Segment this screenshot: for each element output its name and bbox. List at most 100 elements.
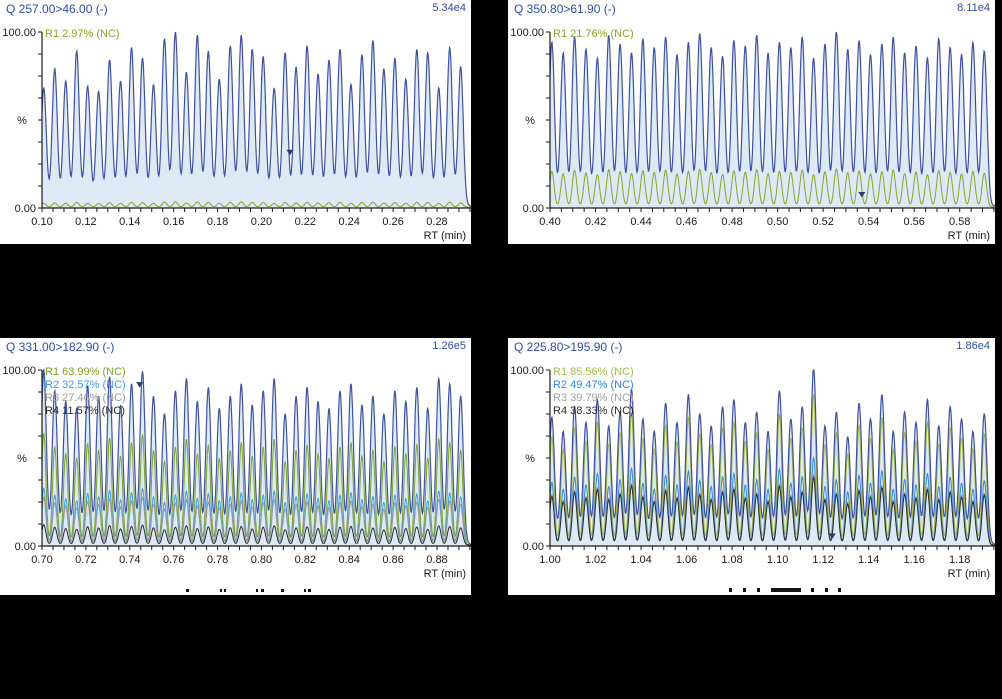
cropped-caption-fragment [224,589,226,592]
peak-marker-icon [828,533,836,539]
x-tick-label: 1.02 [585,554,606,566]
x-tick-label: 0.58 [949,216,970,228]
x-tick-label: 0.28 [426,216,447,228]
cropped-caption-fragment [256,589,258,592]
y-axis-label: % [525,115,535,127]
y-axis-label: % [525,453,535,465]
x-tick-label: 0.54 [858,216,879,228]
chromatogram-plot: 0.10 0.12 0.14 0.16 0.18 0.20 0.22 0.24 0.26 0.28… [2,27,471,242]
x-tick-label: 0.42 [585,216,606,228]
x-tick-label: 0.50 [767,216,788,228]
ratio-legend: R1 63.99% (NC) R2 32.57% (NC) R3 27.46% (N… [45,366,126,418]
cropped-caption-fragment [743,588,746,592]
x-tick-label: 0.48 [721,216,742,228]
cropped-caption-fragment [304,589,306,592]
legend-entry: R3 39.79% (NC) [553,392,634,404]
x-tick-label: 0.44 [630,216,651,228]
y-max-label: 100.00 [2,365,36,377]
ratio-legend: R1 21.76% (NC) [553,28,634,41]
intensity-scale: 1.86e4 [956,340,990,352]
x-axis-label: RT (min) [424,568,466,580]
legend-entry: R1 63.99% (NC) [45,366,126,378]
x-tick-label: 0.24 [339,216,360,228]
transition-label: Q 225.80>195.90 (-) [514,340,623,354]
chromatogram-panel-2: Q 350.80>61.90 (-) 8.11e4 0.40 0.42 0.44 0.… [508,0,995,244]
x-tick-label: 0.76 [163,554,184,566]
transition-label: Q 257.00>46.00 (-) [6,2,108,16]
ratio-legend: R1 85.56% (NC) R2 49.47% (NC) R3 39.79% (N… [553,366,634,418]
y-min-label: 0.00 [523,203,544,215]
x-tick-label: 0.84 [339,554,360,566]
cropped-caption-fragment [811,588,814,592]
y-axis-label: % [17,115,27,127]
y-min-label: 0.00 [523,541,544,553]
intensity-scale: 5.34e4 [432,2,466,14]
peak-marker-icon [858,191,866,198]
x-axis-label: RT (min) [424,230,466,242]
peak-marker-icon [286,149,294,156]
x-tick-label: 0.56 [903,216,924,228]
x-tick-label: 0.20 [251,216,272,228]
legend-entry: R2 49.47% (NC) [553,379,634,391]
legend-entry: R2 32.57% (NC) [45,379,126,391]
x-tick-label: 1.04 [630,554,651,566]
x-axis-label: RT (min) [948,568,990,580]
legend-entry: R1 85.56% (NC) [553,366,634,378]
chromatogram-plot: 0.40 0.42 0.44 0.46 0.48 0.50 0.52 0.54 0.56 0.58… [510,27,995,242]
ratio-legend: R1 2.97% (NC) [45,28,120,41]
transition-label: Q 350.80>61.90 (-) [514,2,616,16]
y-max-label: 100.00 [510,27,544,39]
cropped-caption-fragment [757,588,760,592]
x-tick-label: 1.14 [858,554,879,566]
x-tick-label: 0.16 [163,216,184,228]
intensity-scale: 8.11e4 [957,2,990,14]
x-tick-label: 0.52 [812,216,833,228]
cropped-caption-fragment [281,589,284,592]
x-tick-label: 0.14 [119,216,140,228]
cropped-caption-fragment [771,588,801,592]
chromatogram-panel-1: Q 257.00>46.00 (-) 5.34e4 0.10 0.12 0.14 0.… [0,0,471,244]
x-tick-label: 0.88 [426,554,447,566]
x-tick-label: 1.12 [812,554,833,566]
x-tick-label: 0.40 [539,216,560,228]
y-max-label: 100.00 [2,27,36,39]
x-tick-label: 0.74 [119,554,140,566]
x-tick-label: 0.46 [676,216,697,228]
legend-entry: R3 27.46% (NC) [45,392,126,404]
x-tick-label: 1.18 [949,554,970,566]
x-tick-label: 0.70 [31,554,52,566]
cropped-caption-fragment [838,588,841,592]
peak-marker-icon [136,382,144,388]
x-tick-label: 0.10 [31,216,52,228]
x-tick-label: 0.78 [207,554,228,566]
intensity-scale: 1.26e5 [432,340,466,352]
x-tick-label: 0.86 [382,554,403,566]
transition-label: Q 331.00>182.90 (-) [6,340,115,354]
legend-entry: R4 38.33% (NC) [553,405,634,417]
chromatogram-plot: 1.00 1.02 1.04 1.06 1.08 1.10 1.12 1.14 1.16 1.18… [510,365,995,580]
x-tick-label: 0.26 [382,216,403,228]
legend-entry: R4 11.57% (NC) [45,405,125,417]
x-tick-label: 0.72 [75,554,96,566]
x-axis-label: RT (min) [948,230,990,242]
legend-entry: R1 21.76% (NC) [553,28,634,40]
x-tick-label: 1.08 [721,554,742,566]
x-tick-label: 0.80 [251,554,272,566]
x-tick-label: 0.18 [207,216,228,228]
x-tick-label: 0.12 [75,216,96,228]
x-tick-label: 1.06 [676,554,697,566]
x-tick-label: 0.82 [295,554,316,566]
cropped-caption-fragment [186,589,189,592]
y-max-label: 100.00 [510,365,544,377]
cropped-caption-fragment [308,589,311,592]
cropped-caption-fragment [825,588,828,592]
x-tick-label: 1.00 [539,554,560,566]
chromatogram-panel-3: Q 331.00>182.90 (-) 1.26e5 0.70 0.72 0.74 0… [0,338,471,595]
chromatogram-panel-4: Q 225.80>195.90 (-) 1.86e4 1.00 1.02 1.04 1… [508,338,995,595]
cropped-caption-fragment [729,588,732,592]
legend-entry: R1 2.97% (NC) [45,28,120,40]
x-tick-label: 0.22 [295,216,316,228]
x-tick-label: 1.10 [767,554,788,566]
y-axis-label: % [17,453,27,465]
